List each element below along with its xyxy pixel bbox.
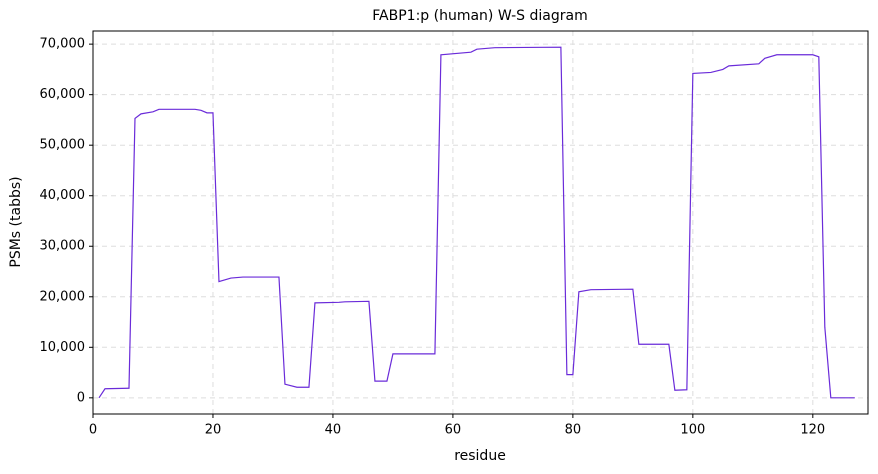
x-tick-label: 100 [680, 423, 705, 438]
y-tick-label: 0 [77, 390, 85, 405]
x-tick-label: 120 [800, 423, 825, 438]
data-line [98, 46, 855, 399]
x-tick-label: 20 [205, 423, 222, 438]
y-tick-label: 70,000 [40, 37, 86, 52]
y-tick-label: 10,000 [40, 340, 86, 355]
x-tick-label: 0 [89, 423, 97, 438]
x-axis-label: residue [454, 448, 506, 464]
plot-frame [92, 30, 869, 415]
x-tick-label: 80 [565, 423, 582, 438]
y-tick-label: 20,000 [40, 289, 86, 304]
y-axis-label: PSMs (tabbs) [8, 176, 24, 267]
chart-title: FABP1:p (human) W-S diagram [372, 8, 587, 24]
y-tick-label: 50,000 [40, 138, 86, 153]
x-tick-label: 60 [445, 423, 462, 438]
y-tick-label: 40,000 [40, 188, 86, 203]
y-tick-label: 60,000 [40, 87, 86, 102]
x-tick-label: 40 [325, 423, 342, 438]
y-tick-label: 30,000 [40, 239, 86, 254]
